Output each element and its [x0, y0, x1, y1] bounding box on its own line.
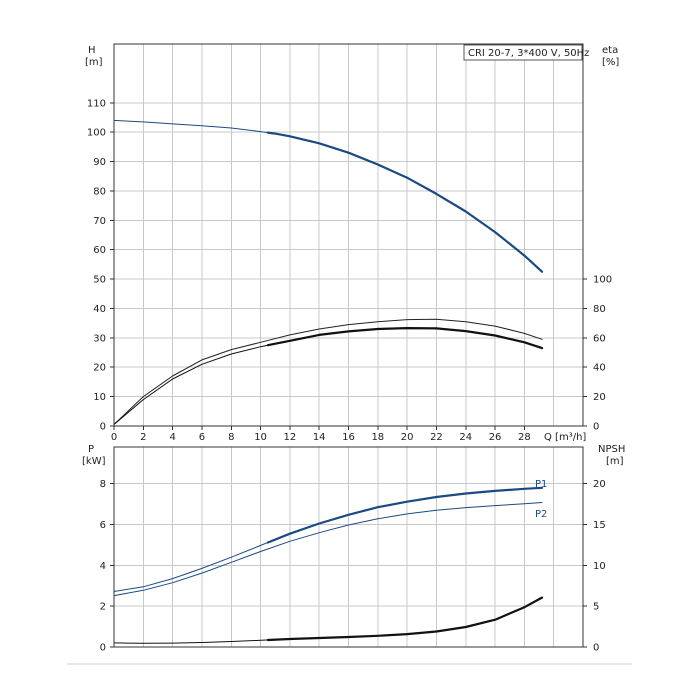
x-tick-label: 10 — [254, 432, 267, 443]
top-left-tick-label: 60 — [93, 245, 106, 256]
x-tick-label: 8 — [228, 432, 234, 443]
series-npsh — [113, 597, 543, 644]
series-label-p1: P1 — [535, 479, 547, 490]
top-left-tick-label: 110 — [87, 98, 106, 109]
bottom-right-tick-label: 10 — [593, 561, 606, 572]
bottom-right-tick-label: 15 — [593, 520, 606, 531]
x-tick-label: 28 — [518, 432, 531, 443]
top-left-tick-label: 80 — [93, 186, 106, 197]
bottom-left-tick-label: 0 — [100, 643, 106, 654]
series-power-p1 — [113, 487, 543, 592]
bottom-y-left-unit: [kW] — [82, 456, 106, 467]
axis-layer: 0102030405060708090100110020406080100024… — [87, 43, 612, 654]
top-right-tick-label: 100 — [593, 275, 612, 286]
bottom-left-tick-label: 4 — [100, 561, 106, 572]
top-left-tick-label: 50 — [93, 275, 106, 286]
top-right-tick-label: 60 — [593, 333, 606, 344]
bottom-left-tick-label: 8 — [100, 479, 106, 490]
top-y-left-name: H — [88, 45, 96, 56]
bottom-right-tick-label: 20 — [593, 479, 606, 490]
x-tick-label: 20 — [401, 432, 414, 443]
series-npsh-operating-range — [266, 596, 544, 642]
series-head — [113, 119, 543, 273]
x-tick-label: 14 — [313, 432, 326, 443]
x-tick-label: 26 — [489, 432, 502, 443]
top-right-tick-label: 80 — [593, 304, 606, 315]
top-left-tick-label: 100 — [87, 128, 106, 139]
x-tick-label: 24 — [459, 432, 472, 443]
x-tick-label: 22 — [430, 432, 443, 443]
top-left-tick-label: 40 — [93, 304, 106, 315]
top-right-tick-label: 40 — [593, 363, 606, 374]
top-left-tick-label: 0 — [100, 422, 106, 433]
series-layer — [113, 119, 544, 644]
x-tick-label: 16 — [342, 432, 355, 443]
bottom-y-left-name: P — [88, 444, 94, 455]
top-panel-grid — [114, 44, 583, 427]
top-right-tick-label: 20 — [593, 392, 606, 403]
series-power-p2 — [113, 502, 543, 597]
bottom-panel-grid — [114, 447, 583, 648]
top-y-left-unit: [m] — [85, 57, 103, 68]
series-label-p2: P2 — [535, 509, 547, 520]
bottom-left-tick-label: 2 — [100, 602, 106, 613]
x-tick-label: 12 — [284, 432, 297, 443]
bottom-left-tick-label: 6 — [100, 520, 106, 531]
x-axis-label: Q [m³/h] — [544, 432, 586, 443]
top-y-right-name: eta — [602, 45, 618, 56]
x-tick-label: 2 — [140, 432, 146, 443]
x-tick-label: 18 — [371, 432, 384, 443]
legend-box-text: CRI 20-7, 3*400 V, 50Hz — [468, 48, 589, 59]
series-efficiency-total-operating-range — [266, 327, 544, 350]
x-tick-label: 0 — [111, 432, 117, 443]
top-left-tick-label: 30 — [93, 333, 106, 344]
series-head-operating-range — [266, 131, 544, 273]
x-tick-label: 6 — [199, 432, 205, 443]
top-left-tick-label: 10 — [93, 392, 106, 403]
top-y-right-unit: [%] — [602, 57, 619, 68]
bottom-y-right-name: NPSH — [598, 444, 625, 455]
x-tick-label: 4 — [169, 432, 175, 443]
bottom-frame — [113, 446, 584, 648]
series-power-p1-operating-range — [266, 486, 544, 544]
series-efficiency-pump — [113, 318, 543, 425]
bottom-y-right-unit: [m] — [606, 456, 624, 467]
legend-box — [463, 44, 583, 61]
top-left-tick-label: 70 — [93, 216, 106, 227]
bottom-right-tick-label: 5 — [593, 602, 599, 613]
bottom-right-tick-label: 0 — [593, 643, 599, 654]
top-right-tick-label: 0 — [593, 422, 599, 433]
top-left-tick-label: 20 — [93, 363, 106, 374]
top-left-tick-label: 90 — [93, 157, 106, 168]
series-efficiency-total — [113, 327, 543, 425]
